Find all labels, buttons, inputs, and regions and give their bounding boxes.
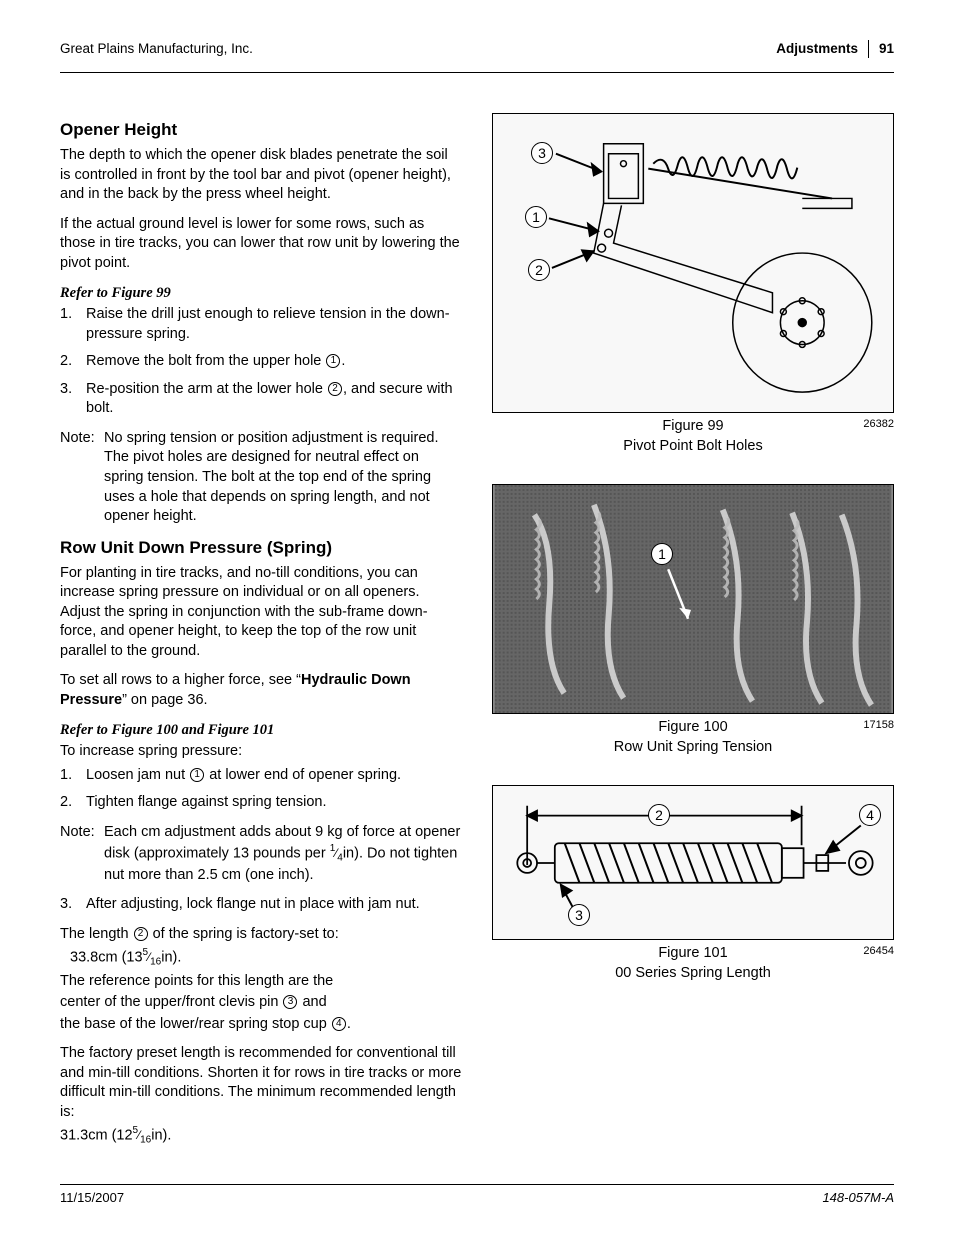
- callout-2-inline: 2: [134, 927, 148, 941]
- refer-fig100-101: Refer to Figure 100 and Figure 101: [60, 721, 462, 741]
- step-number: 3.: [60, 895, 86, 915]
- opener-height-p2: If the actual ground level is lower for …: [60, 215, 462, 274]
- row-unit-p2: To set all rows to a higher force, see “…: [60, 671, 462, 710]
- figure-99-box: 3 1 2: [492, 113, 894, 413]
- figure-title: Row Unit Spring Tension: [492, 738, 894, 758]
- page-header: Great Plains Manufacturing, Inc. Adjustm…: [60, 40, 894, 66]
- figure-100-box: 1: [492, 484, 894, 714]
- figure-title: 00 Series Spring Length: [492, 964, 894, 984]
- figure-id: 17158: [863, 718, 894, 733]
- note-label: Note:: [60, 823, 104, 885]
- figure-101-caption: Figure 101 00 Series Spring Length 26454: [492, 944, 894, 983]
- ref-line1: The reference points for this length are…: [60, 972, 462, 992]
- note-text: No spring tension or position adjustment…: [104, 429, 462, 527]
- step-text: Re-position the arm at the lower hole 2,…: [86, 380, 462, 419]
- step-text: Remove the bolt from the upper hole 1.: [86, 352, 462, 372]
- right-column: 3 1 2 Figure 99 Pivot Point Bolt Holes 2…: [492, 113, 894, 1157]
- preset-text: The factory preset length is recommended…: [60, 1044, 462, 1122]
- opener-height-note: Note: No spring tension or position adju…: [60, 429, 462, 527]
- callout-2-inline: 2: [328, 382, 342, 396]
- step-number: 1.: [60, 305, 86, 344]
- figure-99-caption: Figure 99 Pivot Point Bolt Holes 26382: [492, 417, 894, 456]
- company-name: Great Plains Manufacturing, Inc.: [60, 40, 253, 58]
- step-number: 3.: [60, 380, 86, 419]
- increase-intro: To increase spring pressure:: [60, 742, 462, 762]
- step-number: 2.: [60, 793, 86, 813]
- step-text: Tighten flange against spring tension.: [86, 793, 462, 813]
- refer-fig99: Refer to Figure 99: [60, 284, 462, 304]
- row-unit-p1: For planting in tire tracks, and no-till…: [60, 564, 462, 662]
- row-unit-steps-b: 3. After adjusting, lock flange nut in p…: [60, 895, 462, 915]
- callout-4-inline: 4: [332, 1017, 346, 1031]
- length-line1: The length 2 of the spring is factory-se…: [60, 925, 462, 945]
- fraction-5-16: 5⁄16: [133, 1124, 152, 1147]
- figure-99-diagram: [493, 114, 893, 412]
- figure-101-diagram: [493, 786, 893, 939]
- footer-docid: 148-057M-A: [822, 1189, 894, 1207]
- header-rule: [60, 72, 894, 73]
- length-value: 33.8cm (135⁄16in).: [60, 946, 462, 969]
- opener-height-steps: 1. Raise the drill just enough to reliev…: [60, 305, 462, 419]
- figure-id: 26382: [863, 417, 894, 432]
- figure-number: Figure 101: [492, 944, 894, 964]
- callout-1-inline: 1: [326, 354, 340, 368]
- fraction-1-4: 1⁄4: [330, 842, 343, 865]
- row-unit-note: Note: Each cm adjustment adds about 9 kg…: [60, 823, 462, 885]
- step-text: Loosen jam nut 1 at lower end of opener …: [86, 766, 462, 786]
- note-text: Each cm adjustment adds about 9 kg of fo…: [104, 823, 462, 885]
- opener-height-title: Opener Height: [60, 119, 462, 142]
- ref-line2: center of the upper/front clevis pin 3 a…: [60, 993, 462, 1013]
- callout-3-inline: 3: [283, 995, 297, 1009]
- page-footer: 11/15/2007 148-057M-A: [60, 1189, 894, 1207]
- figure-number: Figure 99: [492, 417, 894, 437]
- fraction-5-16: 5⁄16: [143, 946, 162, 969]
- row-unit-title: Row Unit Down Pressure (Spring): [60, 537, 462, 560]
- step-number: 2.: [60, 352, 86, 372]
- figure-100-photo: [493, 485, 893, 713]
- figure-title: Pivot Point Bolt Holes: [492, 437, 894, 457]
- ref-line3: the base of the lower/rear spring stop c…: [60, 1015, 462, 1035]
- step-text: Raise the drill just enough to relieve t…: [86, 305, 462, 344]
- footer-date: 11/15/2007: [60, 1189, 124, 1207]
- step-number: 1.: [60, 766, 86, 786]
- step-text: After adjusting, lock flange nut in plac…: [86, 895, 462, 915]
- figure-id: 26454: [863, 944, 894, 959]
- header-divider: [868, 40, 869, 58]
- figure-100-caption: Figure 100 Row Unit Spring Tension 17158: [492, 718, 894, 757]
- row-unit-steps-a: 1. Loosen jam nut 1 at lower end of open…: [60, 766, 462, 813]
- header-section: Adjustments: [776, 40, 858, 58]
- min-length: 31.3cm (125⁄16in).: [60, 1124, 462, 1147]
- figure-number: Figure 100: [492, 718, 894, 738]
- figure-101-box: 2 3 4: [492, 785, 894, 940]
- left-column: Opener Height The depth to which the ope…: [60, 113, 462, 1157]
- footer-rule: [60, 1184, 894, 1185]
- note-label: Note:: [60, 429, 104, 527]
- header-page-number: 91: [879, 40, 894, 58]
- opener-height-p1: The depth to which the opener disk blade…: [60, 146, 462, 205]
- callout-1-inline: 1: [190, 768, 204, 782]
